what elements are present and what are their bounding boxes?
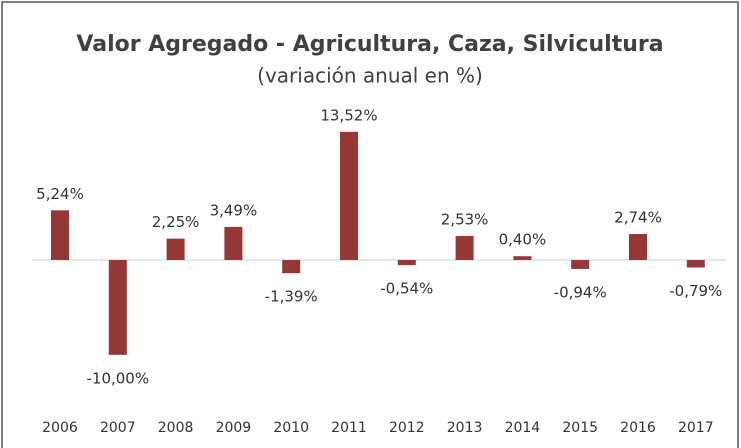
chart-title: Valor Agregado - Agricultura, Caza, Silv…	[76, 32, 663, 57]
data-label: 0,40%	[499, 231, 547, 249]
data-label: -1,39%	[265, 288, 318, 306]
bar	[224, 226, 243, 260]
data-label: 13,52%	[320, 106, 377, 124]
data-label: -0,94%	[554, 283, 607, 301]
bar	[108, 260, 127, 355]
x-tick-label: 2011	[331, 420, 367, 436]
x-tick-label: 2017	[678, 420, 714, 436]
bar	[455, 236, 474, 260]
data-label: 2,25%	[152, 213, 200, 231]
bar	[397, 260, 416, 266]
data-label: -0,79%	[669, 282, 722, 300]
data-label: 5,24%	[36, 185, 84, 203]
data-label: 3,49%	[210, 201, 258, 219]
x-tick-label: 2006	[42, 420, 78, 436]
x-tick-label: 2007	[100, 420, 136, 436]
bar	[686, 260, 705, 268]
data-label: 2,53%	[441, 211, 489, 229]
chart-subtitle: (variación anual en %)	[257, 64, 483, 88]
bar	[51, 210, 69, 260]
x-tick-label: 2010	[273, 420, 309, 436]
bar	[166, 238, 185, 260]
x-tick-label: 2008	[158, 420, 194, 436]
bar	[629, 234, 647, 260]
x-tick-label: 2009	[216, 420, 252, 436]
bar	[340, 131, 358, 260]
x-tick-label: 2013	[447, 420, 483, 436]
x-tick-label: 2014	[505, 420, 541, 436]
data-label: -0,54%	[380, 280, 433, 298]
data-label: -10,00%	[86, 369, 149, 387]
x-tick-label: 2016	[620, 420, 656, 436]
data-label: 2,74%	[614, 209, 662, 227]
x-tick-label: 2012	[389, 420, 425, 436]
bar	[571, 260, 590, 269]
bar	[282, 260, 301, 274]
bar	[513, 256, 532, 260]
x-tick-label: 2015	[562, 420, 598, 436]
